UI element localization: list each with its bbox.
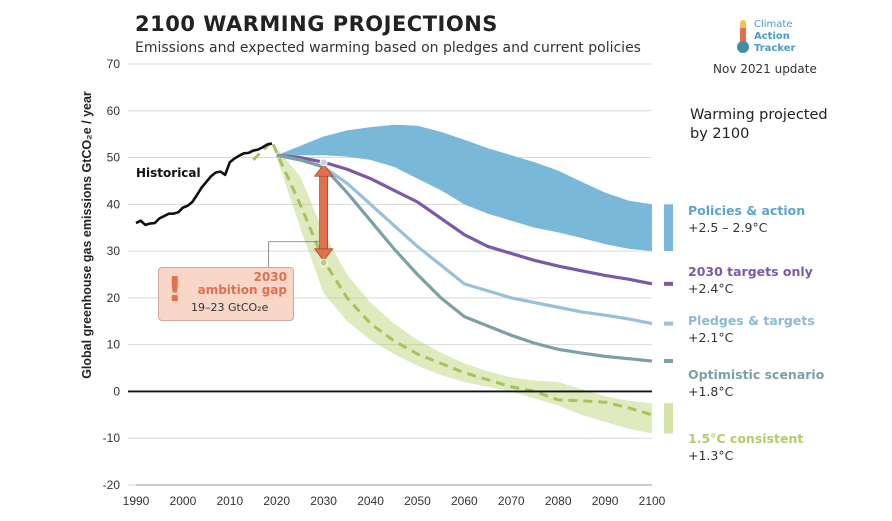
warming-range-bars [664, 204, 673, 434]
x-tick-label: 2090 [592, 494, 619, 508]
x-tick-label: 2050 [404, 494, 431, 508]
y-tick-label: 10 [107, 338, 121, 352]
thermometer-logo-icon [737, 20, 749, 53]
x-tick-label: 2010 [216, 494, 243, 508]
line-consistent [252, 139, 653, 417]
historical-label: Historical [136, 166, 201, 180]
end-bar-policies [664, 204, 673, 252]
y-tick-label: 30 [107, 244, 121, 258]
y-tick-label: 70 [107, 57, 121, 71]
legend-policies: Policies & action +2.5 – 2.9°C [688, 202, 805, 236]
ambition-gap-box: ! 2030 ambition gap 19–23 GtCO₂e [158, 267, 294, 321]
y-axis-label: Global greenhouse gas emissions GtCO₂e /… [80, 91, 94, 379]
gap-arrow-head-bottom [313, 248, 334, 262]
y-tick-label: 0 [113, 384, 120, 398]
legend-policies-warming: +2.5 – 2.9°C [688, 220, 768, 235]
gap-arrow-head-top [313, 163, 334, 177]
gap-dot-bottom [319, 258, 328, 267]
scenario-lines [135, 139, 653, 417]
legend-optimistic-name: Optimistic scenario [688, 367, 825, 382]
y-tick-label: 50 [107, 151, 121, 165]
x-tick-label: 1990 [123, 494, 150, 508]
gap-leader-line [268, 241, 320, 267]
legend-consistent: 1.5°C consistent +1.3°C [688, 430, 803, 464]
line-targets2030 [276, 153, 653, 286]
warming-heading: Warming projected by 2100 [690, 106, 828, 144]
ambition-gap-year: 2030 [253, 270, 287, 284]
logo-line-3: Tracker [754, 43, 796, 54]
legend-consistent-warming: +1.3°C [688, 448, 734, 463]
exclamation-icon: ! [167, 270, 183, 310]
gap-dot-top [319, 158, 328, 167]
end-mark-optimistic [664, 359, 673, 364]
x-tick-label: 2020 [263, 494, 290, 508]
line-optimistic [276, 153, 653, 363]
y-tick-label: 20 [107, 291, 121, 305]
line-historical [135, 142, 273, 227]
legend-2030-warming: +2.4°C [688, 281, 734, 296]
end-bar-consistent [664, 403, 673, 434]
ambition-gap-range: 19–23 GtCO₂e [191, 301, 269, 314]
x-tick-label: 2070 [498, 494, 525, 508]
logo-line-1: Climate [754, 19, 793, 30]
legend-pledges-name: Pledges & targets [688, 313, 815, 328]
line-pledges [276, 153, 653, 326]
legend-policies-name: Policies & action [688, 203, 806, 218]
y-tick-label: -20 [103, 478, 121, 492]
ambition-gap-title: ambition gap [197, 283, 287, 297]
legend-consistent-name: 1.5°C consistent [688, 431, 804, 446]
legend-2030-name: 2030 targets only [688, 264, 813, 279]
gap-arrow-shaft [319, 174, 329, 251]
x-tick-label: 2100 [639, 494, 666, 508]
end-mark-targets2030 [664, 281, 673, 286]
y-tick-label: 60 [107, 104, 121, 118]
logo-text: Climate Action Tracker [754, 19, 795, 55]
legend-2030-targets: 2030 targets only +2.4°C [688, 263, 813, 297]
logo-line-2: Action [754, 31, 790, 42]
legend-pledges-warming: +2.1°C [688, 330, 734, 345]
x-tick-label: 2000 [170, 494, 197, 508]
band-policies [276, 124, 652, 252]
chart-title: 2100 WARMING PROJECTIONS [135, 12, 498, 36]
ambition-gap-arrow [268, 158, 334, 267]
end-mark-pledges [664, 321, 673, 326]
scenario-bands [276, 124, 652, 434]
x-tick-label: 2080 [545, 494, 572, 508]
x-tick-label: 2030 [310, 494, 337, 508]
y-tick-label: -10 [103, 431, 121, 445]
warming-heading-line-2: by 2100 [690, 126, 750, 142]
chart-subtitle: Emissions and expected warming based on … [135, 40, 641, 56]
legend-optimistic: Optimistic scenario +1.8°C [688, 366, 824, 400]
y-tick-label: 40 [107, 197, 121, 211]
update-date: Nov 2021 update [713, 62, 817, 76]
legend-pledges: Pledges & targets +2.1°C [688, 312, 815, 346]
warming-heading-line-1: Warming projected [690, 107, 828, 123]
x-tick-label: 2040 [357, 494, 384, 508]
x-tick-label: 2060 [451, 494, 478, 508]
legend-optimistic-warming: +1.8°C [688, 384, 734, 399]
